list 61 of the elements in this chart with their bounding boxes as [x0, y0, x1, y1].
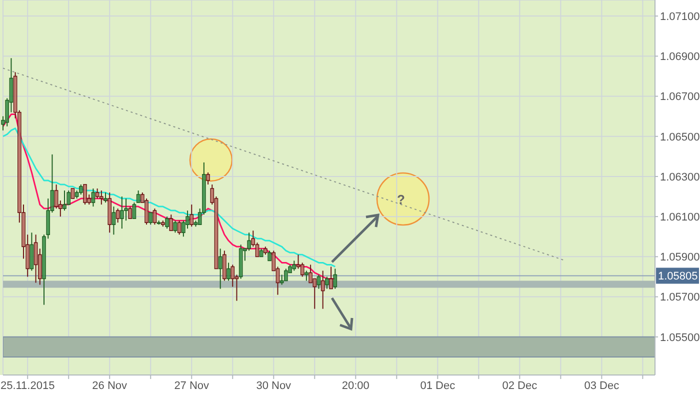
x-tick-label: 25.11.2015	[0, 380, 55, 392]
candlestick	[100, 190, 104, 206]
candlestick	[116, 208, 120, 224]
candlestick	[120, 196, 124, 230]
candlestick	[70, 188, 75, 200]
candlestick	[268, 250, 272, 262]
candlestick	[104, 192, 108, 204]
candlestick	[91, 188, 96, 208]
candlestick	[206, 172, 210, 185]
candlestick	[148, 212, 153, 226]
line-series	[2, 68, 566, 261]
candlestick	[62, 190, 66, 212]
candlestick	[54, 184, 58, 210]
y-tick-label: 1.06500	[660, 131, 700, 144]
candlestick	[218, 248, 222, 290]
candlestick	[247, 232, 251, 252]
candlestick	[304, 270, 308, 282]
ref-line-label: 1.05805	[658, 270, 698, 283]
annotation: ?	[397, 192, 406, 207]
candlestick	[300, 262, 304, 278]
candlestick	[177, 220, 182, 236]
candlestick	[34, 234, 38, 284]
candlestick	[95, 188, 100, 200]
candlestick	[128, 206, 132, 220]
candlestick	[190, 204, 194, 228]
candlestick	[320, 270, 325, 310]
x-tick-label: 20:00	[342, 380, 370, 392]
candlestick	[112, 206, 116, 236]
candlestick	[333, 268, 338, 290]
candlestick	[284, 268, 288, 282]
candlestick	[144, 198, 148, 226]
x-tick-label: 27 Nov	[174, 380, 210, 392]
y-tick-label: 1.06300	[660, 171, 700, 184]
x-tick-label: 03 Dec	[584, 380, 620, 392]
candlestick	[169, 214, 174, 232]
candlestick	[173, 220, 178, 234]
candlestick	[329, 266, 333, 290]
candlestick	[308, 264, 312, 284]
candlestick	[292, 260, 296, 272]
candlestick	[255, 242, 260, 258]
candlestick	[316, 274, 321, 290]
candlestick	[83, 184, 87, 206]
y-tick-label: 1.07100	[660, 10, 700, 23]
candlestick	[152, 208, 157, 226]
candlestick	[132, 202, 136, 220]
x-tick-label: 30 Nov	[256, 380, 292, 392]
candlestick	[325, 276, 329, 290]
x-tick-label: 02 Dec	[502, 380, 538, 392]
y-tick-label: 1.05900	[660, 252, 700, 264]
line-series	[2, 128, 336, 268]
y-tick-label: 1.06700	[660, 91, 700, 104]
y-tick-label: 1.06100	[660, 211, 700, 224]
y-tick-label: 1.05700	[660, 292, 700, 304]
y-tick-label: 1.06900	[660, 51, 700, 64]
x-tick-label: 01 Dec	[420, 380, 456, 392]
candlestick	[79, 184, 83, 196]
candlestick	[165, 216, 169, 230]
x-tick-label: 26 Nov	[92, 380, 128, 392]
candlestick	[136, 190, 140, 204]
y-tick-label: 1.05500	[660, 332, 700, 344]
candlestick	[226, 262, 230, 282]
